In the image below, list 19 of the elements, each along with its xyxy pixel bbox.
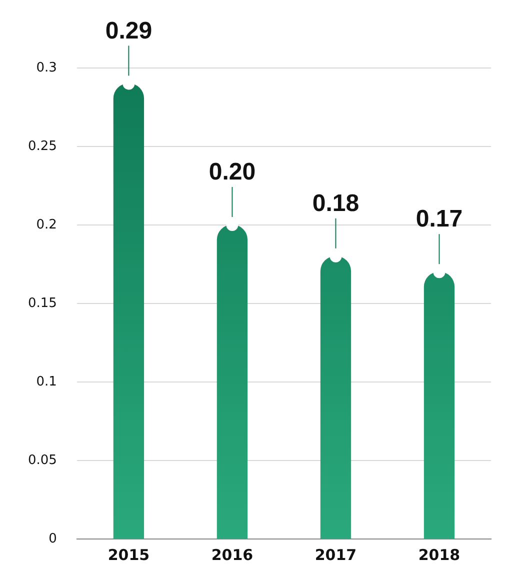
data-label: 0.20 bbox=[208, 158, 256, 186]
data-label: 0.18 bbox=[312, 190, 360, 218]
y-tick-label: 0.05 bbox=[28, 452, 57, 468]
y-tick-label: 0.1 bbox=[36, 374, 57, 390]
x-tick-label: 2017 bbox=[314, 546, 357, 564]
x-tick-label: 2018 bbox=[418, 546, 460, 564]
data-label: 0.17 bbox=[416, 206, 463, 233]
bar bbox=[320, 256, 352, 539]
bar bbox=[216, 224, 248, 539]
y-tick-label: 0 bbox=[48, 531, 57, 546]
y-tick-label: 0.25 bbox=[28, 138, 57, 154]
bar bbox=[424, 272, 455, 539]
data-label: 0.29 bbox=[105, 17, 152, 44]
x-tick-label: 2016 bbox=[211, 546, 254, 564]
y-tick-label: 0.3 bbox=[36, 60, 57, 76]
x-tick-label: 2015 bbox=[108, 546, 150, 564]
y-tick-label: 0.15 bbox=[28, 296, 57, 311]
y-tick-label: 0.2 bbox=[36, 217, 57, 232]
bar bbox=[113, 83, 144, 539]
